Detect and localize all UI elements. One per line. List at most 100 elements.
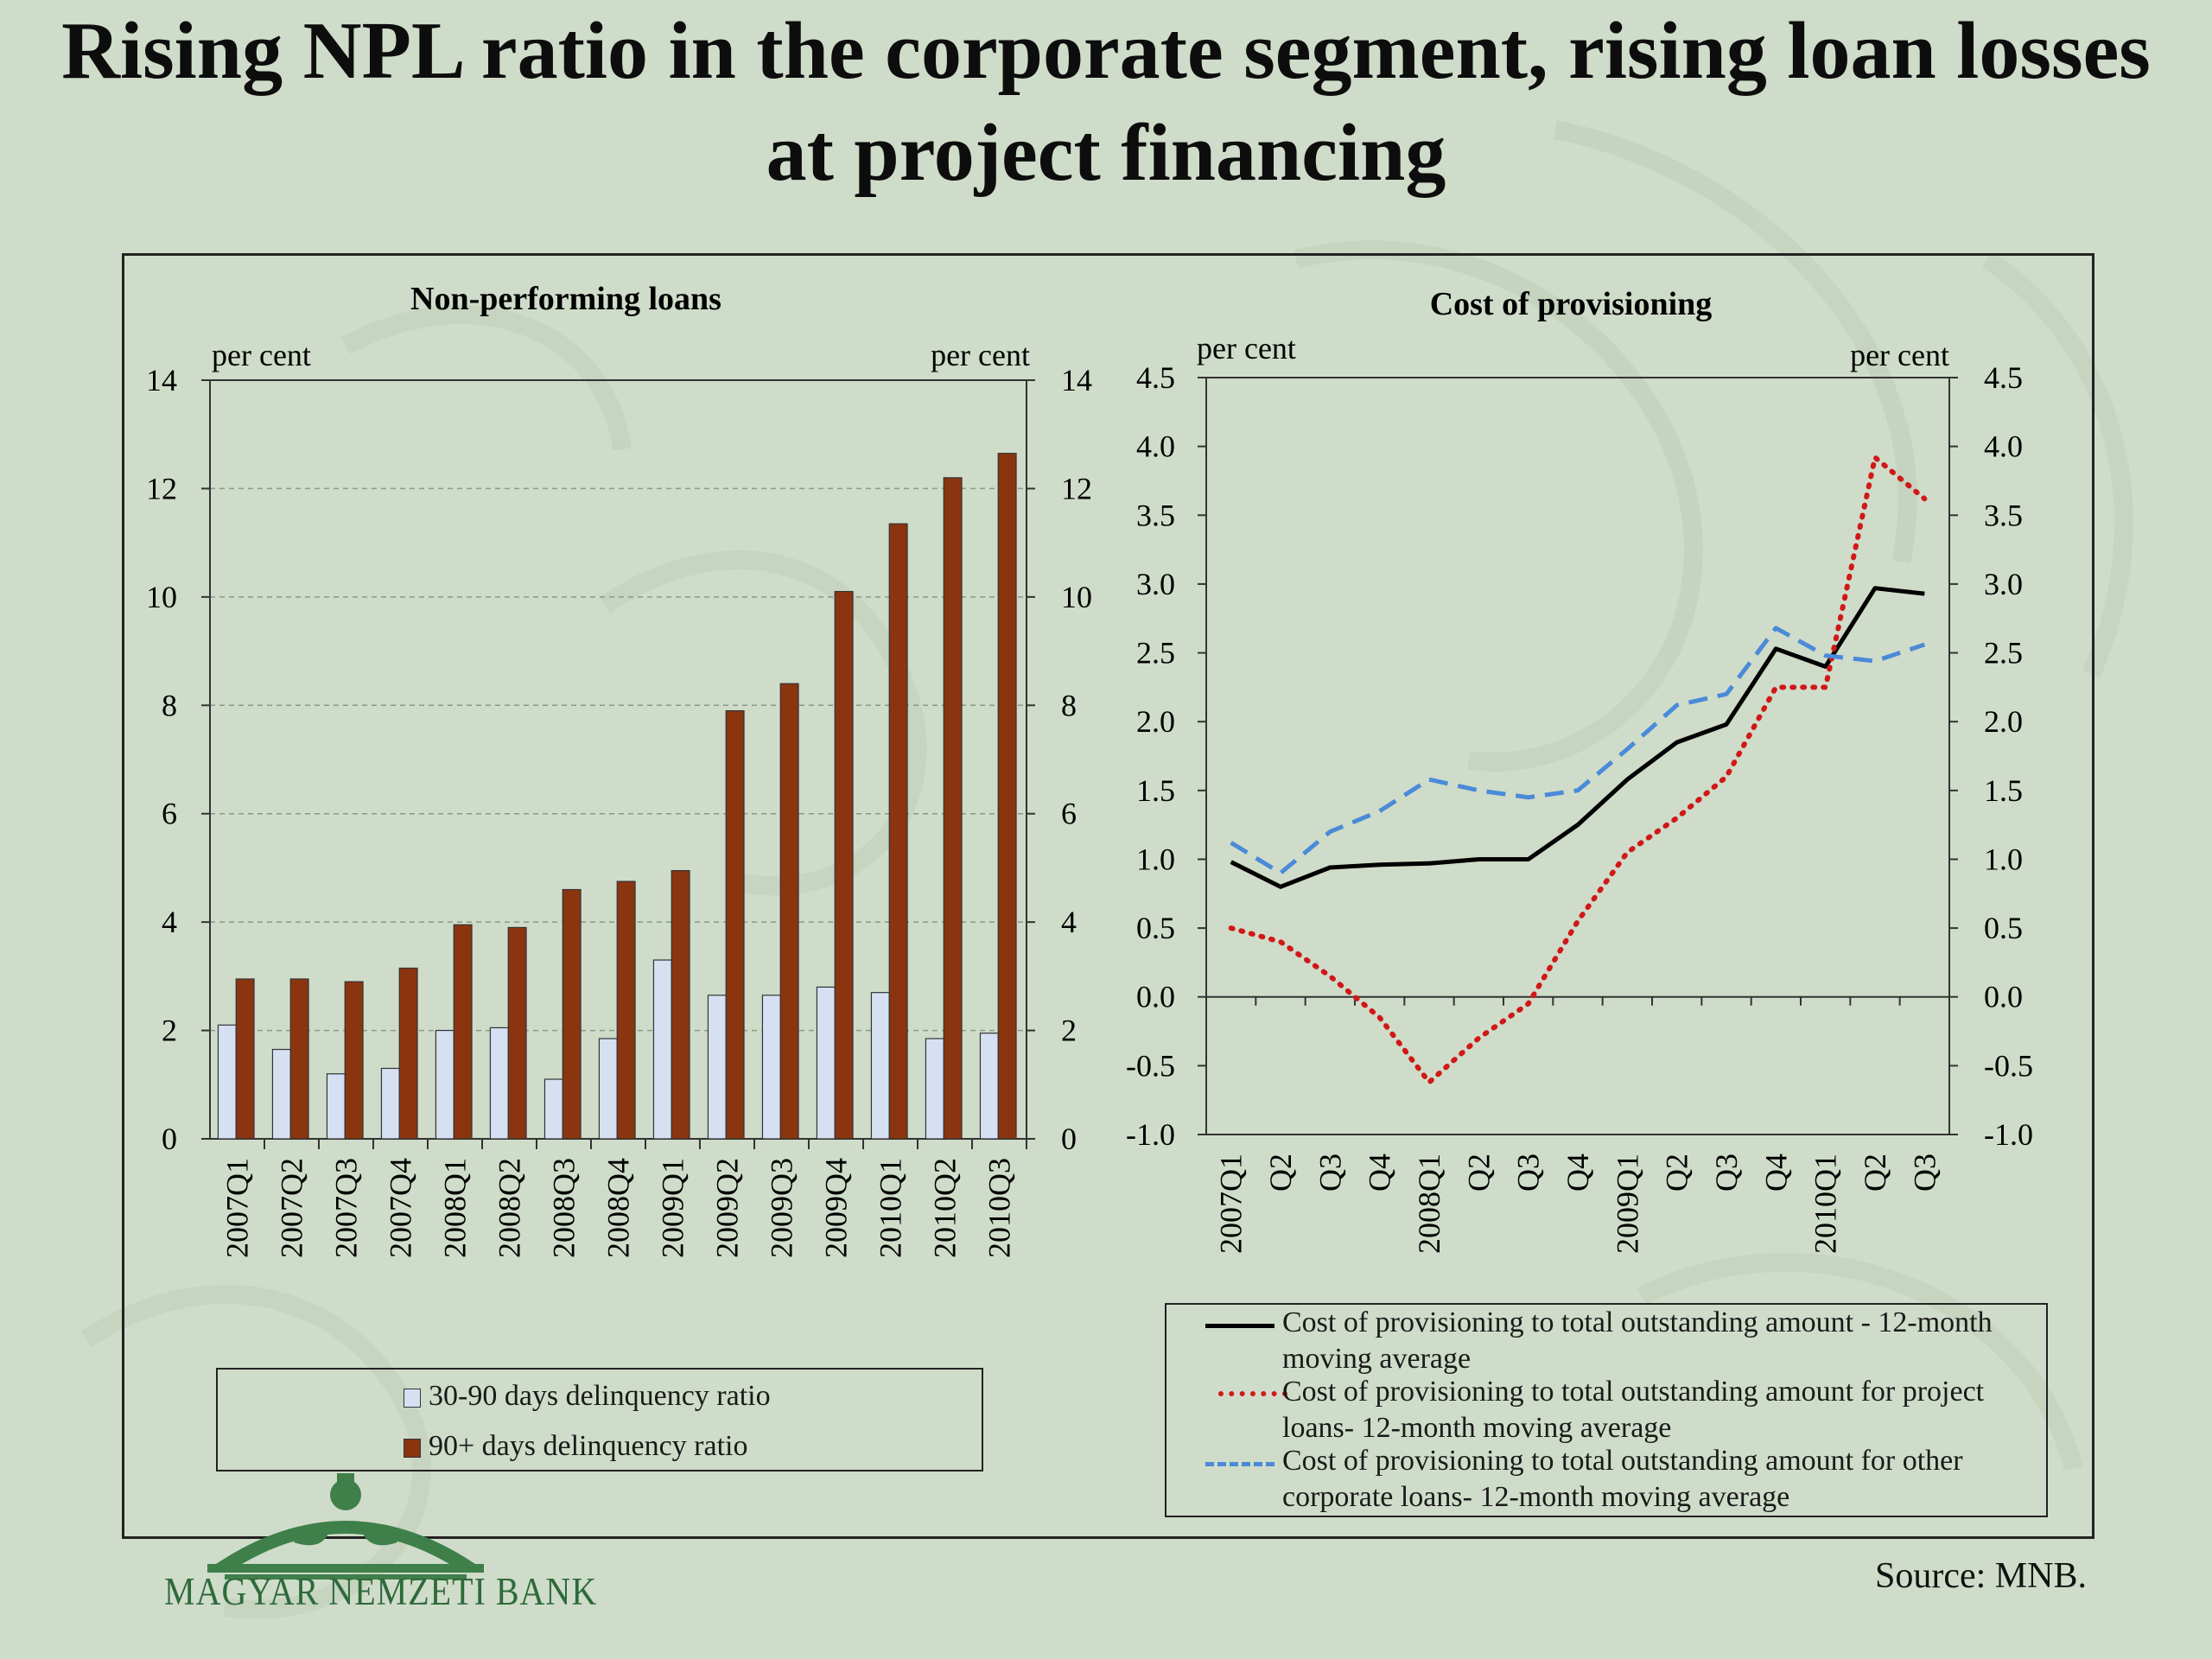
legend-swatch-project <box>1218 1391 1287 1396</box>
npl-bar-90-plus <box>725 709 745 1140</box>
chart-frame <box>122 253 2094 1539</box>
npl-bar-30-90 <box>979 1033 999 1140</box>
npl-bar-90-plus <box>671 869 690 1140</box>
provisioning-left-unit-label: per cent <box>1197 331 1296 365</box>
provisioning-right-tick-label: -1.0 <box>1984 1117 2033 1152</box>
provisioning-left-tick-label: -1.0 <box>1126 1117 1175 1152</box>
provisioning-legend: Cost of provisioning to total outstandin… <box>1165 1303 2048 1517</box>
legend-label-project: Cost of provisioning to total outstandin… <box>1282 1376 1985 1444</box>
npl-bar-90-plus <box>616 880 636 1140</box>
provisioning-right-tick-label: -0.5 <box>1984 1048 2033 1083</box>
npl-category-label: 2009Q2 <box>710 1158 745 1258</box>
legend-swatch-other <box>1205 1462 1274 1466</box>
npl-category-label: 2007Q3 <box>329 1158 364 1258</box>
npl-bar-90-plus <box>779 683 799 1140</box>
provisioning-category-label: 2007Q1 <box>1214 1154 1249 1254</box>
npl-bar-90-plus <box>888 523 908 1140</box>
provisioning-right-tick-label: 0.5 <box>1984 911 2023 945</box>
provisioning-category-label: Q3 <box>1511 1154 1546 1192</box>
npl-bar-90-plus <box>398 967 418 1140</box>
npl-category-label: 2009Q3 <box>765 1158 799 1258</box>
provisioning-right-tick-label: 4.0 <box>1984 429 2023 464</box>
provisioning-category-label: Q4 <box>1758 1154 1793 1192</box>
legend-label-90-plus: 90+ days delinquency ratio <box>429 1430 748 1462</box>
total-provisioning-line <box>1230 586 1925 889</box>
npl-bar-30-90 <box>707 995 727 1140</box>
provisioning-right-tick-label: 4.5 <box>1984 360 2023 395</box>
provisioning-category-label: 2009Q1 <box>1610 1154 1644 1254</box>
npl-bar-30-90 <box>652 959 672 1140</box>
legend-swatch-30-90 <box>404 1389 421 1408</box>
provisioning-right-tick-label: 1.5 <box>1984 773 2023 808</box>
provisioning-category-label: Q4 <box>1363 1154 1397 1192</box>
npl-bar-30-90 <box>489 1027 509 1140</box>
provisioning-left-tick-label: 0.5 <box>1136 911 1175 945</box>
provisioning-right-tick-label: 2.5 <box>1984 636 2023 671</box>
slide-title: Rising NPL ratio in the corporate segmen… <box>61 6 2151 198</box>
legend-label-30-90: 30-90 days delinquency ratio <box>429 1380 771 1412</box>
npl-bar-90-plus <box>834 590 854 1140</box>
provisioning-left-tick-label: 1.5 <box>1136 773 1175 808</box>
provisioning-right-tick-label: 3.5 <box>1984 498 2023 532</box>
provisioning-plot-border <box>1205 377 1950 1135</box>
npl-bar-90-plus <box>943 477 963 1140</box>
npl-category-label: 2009Q1 <box>656 1158 690 1258</box>
npl-bar-30-90 <box>816 986 836 1140</box>
provisioning-left-tick-label: -0.5 <box>1126 1048 1175 1083</box>
legend-label-other: Cost of provisioning to total outstandin… <box>1282 1445 1963 1513</box>
npl-right-tick-label: 6 <box>1061 797 1077 831</box>
npl-left-tick-label: 12 <box>146 471 177 505</box>
other-corporate-provisioning-line <box>1230 626 1926 875</box>
provisioning-left-tick-label: 4.5 <box>1136 360 1175 395</box>
npl-category-label: 2008Q2 <box>493 1158 527 1258</box>
provisioning-right-unit-label: per cent <box>1850 338 1949 372</box>
legend-swatch-total <box>1205 1324 1274 1328</box>
npl-bar-90-plus <box>344 981 364 1140</box>
npl-left-tick-label: 4 <box>162 905 177 939</box>
npl-category-label: 2007Q2 <box>275 1158 309 1258</box>
npl-left-unit-label: per cent <box>212 338 311 372</box>
npl-chart-title: Non-performing loans <box>410 281 721 317</box>
provisioning-category-label: Q2 <box>1461 1154 1496 1192</box>
npl-bar-30-90 <box>925 1038 944 1140</box>
npl-left-tick-label: 2 <box>162 1014 177 1048</box>
npl-bar-30-90 <box>598 1038 618 1140</box>
npl-category-label: 2010Q2 <box>928 1158 963 1258</box>
provisioning-category-label: 2010Q1 <box>1808 1154 1843 1254</box>
project-loans-provisioning-line <box>1228 454 1928 1085</box>
npl-category-label: 2010Q1 <box>874 1158 908 1258</box>
provisioning-category-label: Q2 <box>1858 1154 1892 1192</box>
npl-legend: 30-90 days delinquency ratio 90+ days de… <box>216 1368 983 1471</box>
npl-bar-90-plus <box>453 924 473 1140</box>
provisioning-category-label: Q3 <box>1709 1154 1744 1192</box>
npl-left-tick-label: 8 <box>162 688 177 722</box>
npl-right-tick-label: 4 <box>1061 905 1077 939</box>
legend-swatch-90-plus <box>404 1439 421 1458</box>
npl-right-tick-label: 0 <box>1061 1122 1077 1156</box>
provisioning-category-label: Q3 <box>1907 1154 1942 1192</box>
provisioning-left-tick-label: 4.0 <box>1136 429 1175 464</box>
npl-category-label: 2008Q1 <box>438 1158 473 1258</box>
npl-left-tick-label: 0 <box>162 1122 177 1156</box>
npl-category-label: 2007Q4 <box>384 1158 418 1258</box>
npl-right-tick-label: 12 <box>1061 471 1092 505</box>
provisioning-left-tick-label: 2.5 <box>1136 636 1175 671</box>
provisioning-category-label: Q2 <box>1660 1154 1694 1192</box>
provisioning-right-tick-label: 0.0 <box>1984 980 2023 1014</box>
provisioning-right-tick-label: 2.0 <box>1984 704 2023 739</box>
npl-bar-30-90 <box>870 992 890 1140</box>
npl-bar-30-90 <box>217 1024 237 1140</box>
npl-bar-30-90 <box>543 1078 563 1140</box>
npl-left-tick-label: 14 <box>146 363 177 397</box>
logo-wordmark: MAGYAR NEMZETI BANK <box>164 1568 598 1614</box>
npl-right-tick-label: 14 <box>1061 363 1092 397</box>
npl-bar-30-90 <box>271 1048 291 1140</box>
npl-bar-30-90 <box>761 995 781 1140</box>
provisioning-right-tick-label: 3.0 <box>1984 567 2023 601</box>
npl-bar-90-plus <box>289 978 309 1140</box>
legend-label-total: Cost of provisioning to total outstandin… <box>1282 1306 1993 1375</box>
npl-right-tick-label: 8 <box>1061 688 1077 722</box>
npl-bar-30-90 <box>435 1029 454 1140</box>
provisioning-left-tick-label: 2.0 <box>1136 704 1175 739</box>
